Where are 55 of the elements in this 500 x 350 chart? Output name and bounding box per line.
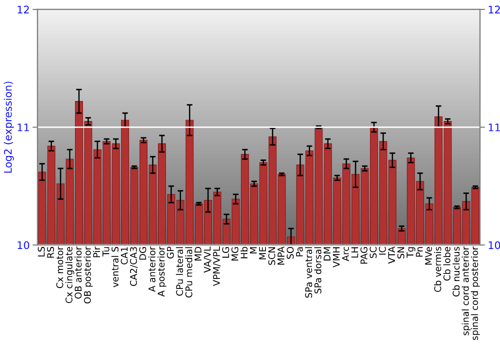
x-tick-label: DG bbox=[139, 247, 146, 260]
x-tick-label: Cb lobe bbox=[443, 246, 450, 281]
x-tick-label: Cb vermis bbox=[434, 246, 442, 292]
y2-tick-label: 11 bbox=[488, 124, 500, 132]
x-tick-label: RS bbox=[47, 246, 54, 258]
x-tick-label: GP bbox=[166, 246, 174, 259]
x-tick-label: VPM/VPL bbox=[213, 246, 221, 286]
x-tick-label: Tu bbox=[102, 247, 110, 256]
y-tick-label: 11 bbox=[18, 124, 29, 132]
x-tick-label: spinal cord anterior bbox=[462, 246, 471, 336]
x-tick-label: OB posterior bbox=[84, 246, 93, 304]
x-tick-label: A anterior bbox=[148, 246, 156, 292]
y-tick-label: 10 bbox=[18, 241, 30, 250]
y-axis-title: Log2 (expression) bbox=[4, 82, 14, 173]
x-tick-label: MPA bbox=[278, 246, 284, 265]
x-tick-label: ventral S bbox=[111, 246, 119, 288]
x-tick-label: VTA bbox=[388, 246, 395, 264]
x-tick-label: LH bbox=[351, 247, 358, 258]
x-tick-label: Pn bbox=[416, 247, 423, 257]
x-tick-label: IC bbox=[378, 246, 386, 255]
x-tick-label: Hb bbox=[240, 246, 248, 258]
x-tick-label: Cb nucleus bbox=[452, 246, 460, 296]
x-tick-label: M bbox=[250, 247, 257, 254]
x-tick-label: SO bbox=[286, 246, 294, 259]
x-tick-label: VA/VL bbox=[204, 246, 212, 273]
x-tick-label: LG bbox=[222, 247, 230, 258]
x-tick-label: DM bbox=[324, 247, 330, 260]
x-tick-label: OB anterior bbox=[74, 246, 82, 299]
y2-tick-label: 12 bbox=[488, 6, 500, 14]
x-tick-label: LS bbox=[38, 246, 45, 256]
x-tick-label: PAG bbox=[360, 247, 368, 264]
x-tick-label: SCN bbox=[268, 247, 276, 265]
x-tick-label: VMH bbox=[332, 247, 340, 268]
x-tick-label: Tg bbox=[406, 247, 416, 258]
x-tick-label: Pir bbox=[92, 246, 100, 258]
x-tick-label: Cx cingulate bbox=[65, 246, 74, 304]
x-tick-label: MVe bbox=[425, 246, 432, 265]
x-tick-label: CA1 bbox=[120, 247, 128, 264]
x-tick-label: SN bbox=[397, 247, 404, 258]
y-tick-label: 12 bbox=[18, 6, 29, 14]
x-tick-label: ME bbox=[259, 246, 266, 260]
y2-tick-label: 10 bbox=[488, 241, 500, 250]
x-tick-label: SPa dorsal bbox=[314, 247, 322, 294]
x-tick-label: A posterior bbox=[158, 246, 166, 297]
x-tick-label: CA2/CA3 bbox=[130, 247, 138, 286]
x-tick-label: SPa ventral bbox=[305, 247, 312, 298]
x-tick-label: CPu medial bbox=[185, 247, 192, 298]
x-tick-label: MD bbox=[194, 246, 202, 260]
x-tick-label: MG bbox=[231, 247, 238, 260]
x-tick-label: SC bbox=[370, 246, 377, 258]
x-tick-label: Pa bbox=[296, 247, 303, 256]
x-tick-label: Cx motor bbox=[56, 246, 64, 288]
x-tick-label: CPu lateral bbox=[176, 247, 184, 296]
x-tick-label: Arc bbox=[342, 246, 349, 262]
x-tick-label: spinal cord posterior bbox=[470, 246, 480, 340]
